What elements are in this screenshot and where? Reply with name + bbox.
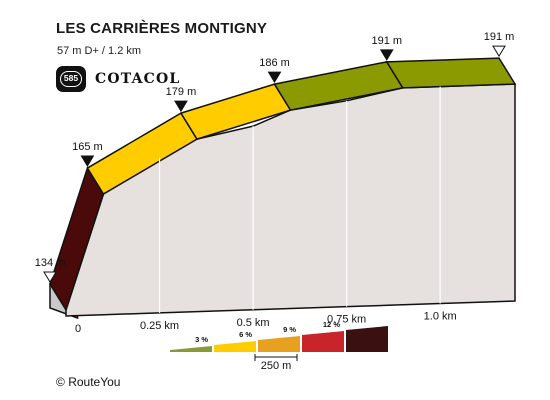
legend-swatch (346, 326, 388, 352)
profile-layer: 134 m 165 m 179 m 186 m 191 m 191 m (35, 31, 517, 320)
legend-label: 12 % (323, 320, 340, 329)
copyright: © RouteYou (56, 375, 120, 389)
cotacol-number: 585 (60, 71, 82, 87)
scale-label: 250 m (261, 360, 292, 372)
legend: 3 % 6 % 9 % 12 % 250 m (170, 320, 388, 372)
elevation-marker (267, 71, 282, 84)
elevation-label: 186 m (259, 57, 290, 69)
legend-swatch (258, 336, 300, 352)
x-tick-label: 0 (75, 323, 81, 335)
cotacol-badge: 585 (56, 66, 86, 92)
page-title: LES CARRIÈRES MONTIGNY (56, 20, 268, 37)
cotacol-logo-text: COTACOL (95, 71, 181, 87)
elevation-label: 191 m (371, 35, 402, 47)
x-axis: 0 0.25 km 0.5 km 0.75 km 1.0 km (75, 311, 457, 336)
elevation-label: 191 m (484, 31, 515, 43)
legend-swatch (170, 346, 212, 352)
profile-wall (65, 83, 516, 317)
elevation-marker (80, 155, 95, 168)
copyright-text: RouteYou (68, 375, 121, 389)
elevation-marker (379, 49, 394, 61)
elevation-marker (43, 271, 57, 283)
copyright-symbol: © (56, 375, 65, 389)
elevation-label: 165 m (72, 141, 103, 153)
climb-stats: 57 m D+ / 1.2 km (57, 45, 142, 57)
legend-label: 6 % (239, 330, 252, 339)
legend-swatch (214, 341, 256, 352)
legend-swatch (302, 331, 344, 352)
profile-segment (385, 57, 517, 89)
elevation-marker (174, 100, 188, 113)
elevation-label: 134 m (35, 257, 66, 269)
elevation-label: 179 m (166, 86, 197, 98)
x-tick-label: 0.75 km (327, 314, 366, 326)
x-tick-label: 0.5 km (237, 317, 270, 329)
x-tick-label: 1.0 km (424, 311, 457, 323)
legend-label: 3 % (195, 335, 208, 344)
elevation-marker (492, 45, 506, 58)
legend-label: 9 % (283, 325, 296, 334)
x-tick-label: 0.25 km (140, 320, 179, 332)
